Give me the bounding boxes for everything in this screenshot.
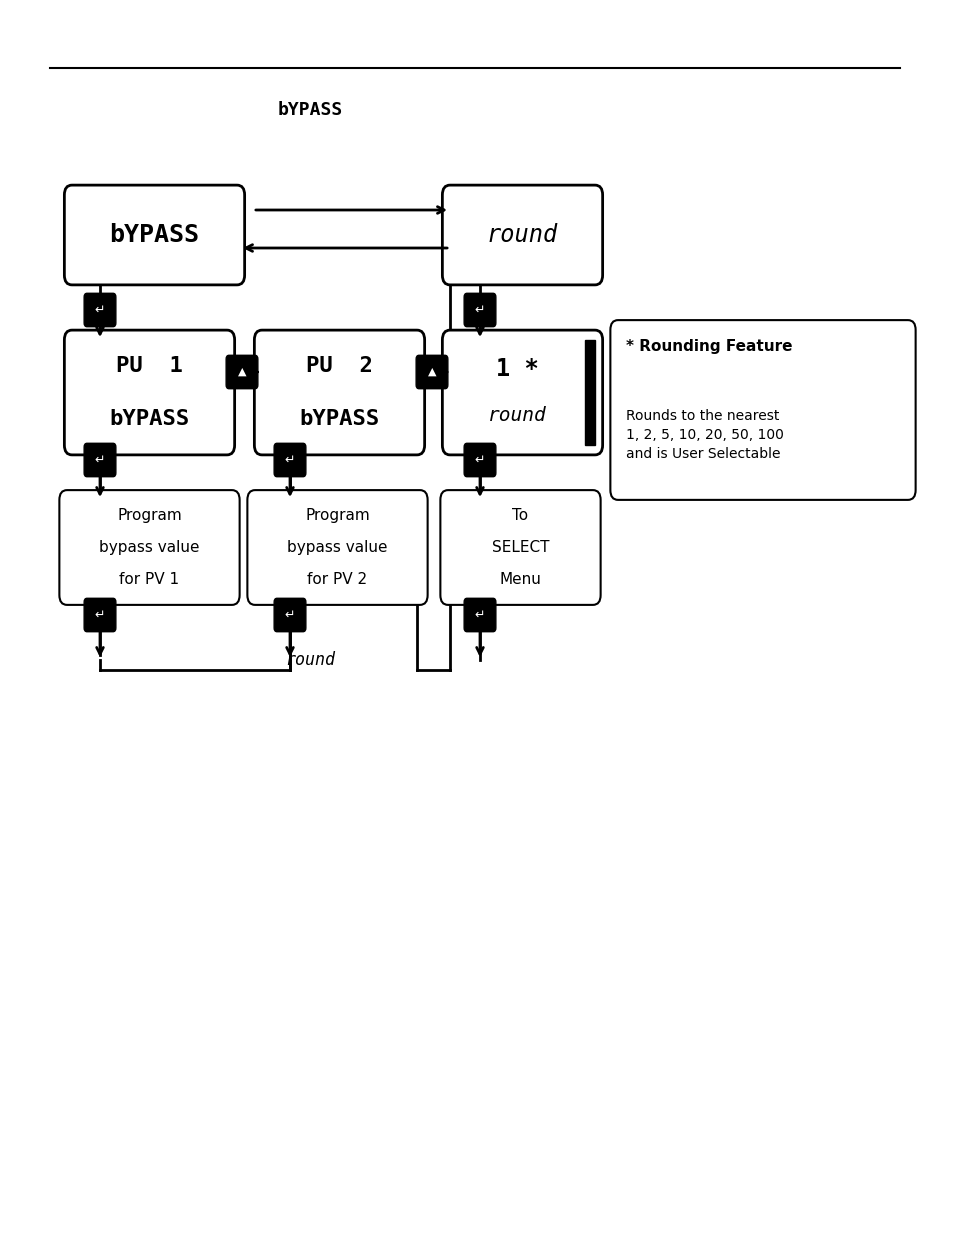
Text: round: round	[488, 406, 546, 425]
FancyBboxPatch shape	[442, 185, 602, 285]
Text: ↵: ↵	[284, 453, 294, 467]
Text: PU  1: PU 1	[116, 356, 183, 377]
Text: Program: Program	[117, 509, 182, 524]
Text: bYPASS: bYPASS	[277, 101, 342, 119]
Text: Menu: Menu	[499, 572, 541, 587]
Text: SELECT: SELECT	[491, 540, 549, 555]
FancyBboxPatch shape	[416, 356, 447, 389]
FancyBboxPatch shape	[84, 443, 115, 477]
Text: * Rounding Feature: * Rounding Feature	[625, 338, 792, 353]
FancyBboxPatch shape	[84, 598, 115, 632]
Text: bypass value: bypass value	[99, 540, 199, 555]
Text: bYPASS: bYPASS	[110, 409, 190, 429]
Text: Rounds to the nearest
1, 2, 5, 10, 20, 50, 100
and is User Selectable: Rounds to the nearest 1, 2, 5, 10, 20, 5…	[625, 409, 783, 462]
Text: ↵: ↵	[94, 609, 105, 621]
Text: ↵: ↵	[475, 453, 485, 467]
Text: round: round	[285, 651, 335, 669]
FancyBboxPatch shape	[464, 598, 496, 632]
Text: ↵: ↵	[284, 609, 294, 621]
Text: round: round	[486, 224, 558, 247]
FancyBboxPatch shape	[254, 330, 424, 454]
Text: ▲: ▲	[427, 367, 436, 377]
FancyBboxPatch shape	[247, 490, 427, 605]
FancyBboxPatch shape	[64, 185, 244, 285]
Text: ↵: ↵	[475, 304, 485, 316]
Text: for PV 2: for PV 2	[307, 572, 367, 587]
Text: bypass value: bypass value	[287, 540, 387, 555]
Text: ▲: ▲	[237, 367, 246, 377]
Text: bYPASS: bYPASS	[110, 224, 199, 247]
FancyBboxPatch shape	[274, 443, 306, 477]
FancyBboxPatch shape	[440, 490, 600, 605]
Text: Program: Program	[305, 509, 370, 524]
FancyBboxPatch shape	[59, 490, 239, 605]
Text: ↵: ↵	[94, 304, 105, 316]
Text: To: To	[512, 509, 528, 524]
Text: ↵: ↵	[475, 609, 485, 621]
Text: PU  2: PU 2	[306, 356, 373, 377]
FancyBboxPatch shape	[610, 320, 915, 500]
FancyBboxPatch shape	[464, 293, 496, 327]
FancyBboxPatch shape	[64, 330, 234, 454]
FancyBboxPatch shape	[274, 598, 306, 632]
FancyBboxPatch shape	[226, 356, 257, 389]
Bar	[584, 340, 595, 445]
Text: ↵: ↵	[94, 453, 105, 467]
FancyBboxPatch shape	[464, 443, 496, 477]
FancyBboxPatch shape	[442, 330, 602, 454]
FancyBboxPatch shape	[84, 293, 115, 327]
Text: 1 *: 1 *	[496, 357, 538, 382]
Text: for PV 1: for PV 1	[119, 572, 179, 587]
Text: bYPASS: bYPASS	[299, 409, 379, 429]
